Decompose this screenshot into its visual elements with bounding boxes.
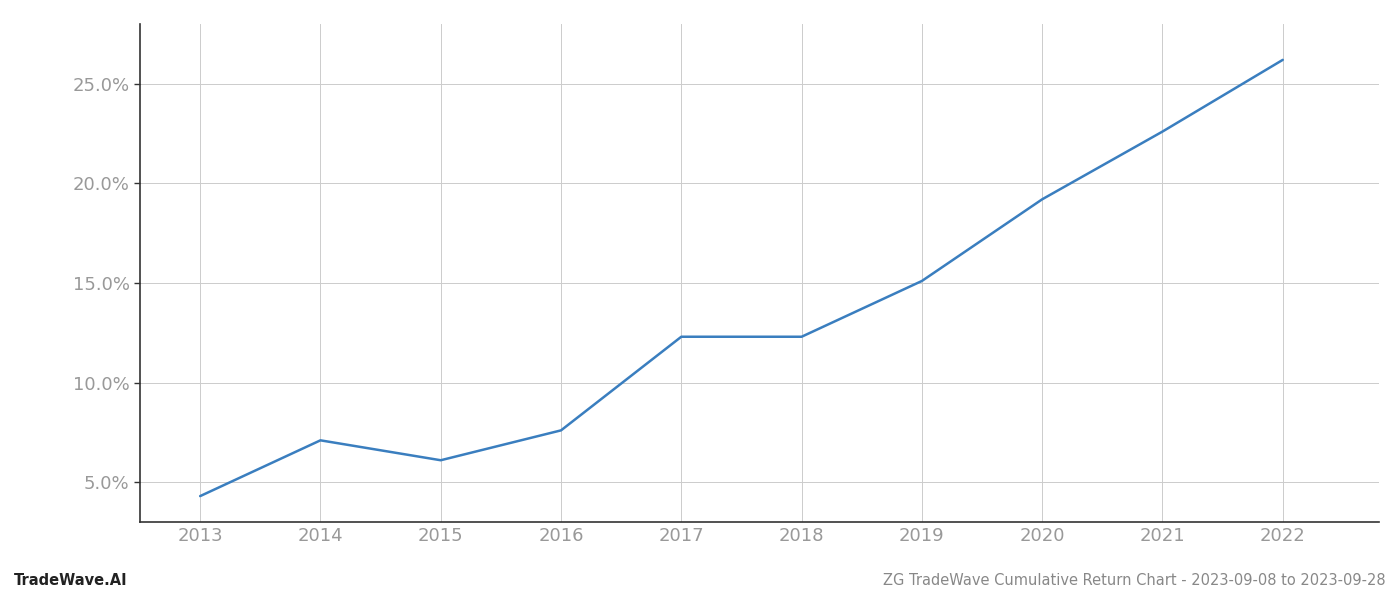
Text: TradeWave.AI: TradeWave.AI: [14, 573, 127, 588]
Text: ZG TradeWave Cumulative Return Chart - 2023-09-08 to 2023-09-28: ZG TradeWave Cumulative Return Chart - 2…: [883, 573, 1386, 588]
